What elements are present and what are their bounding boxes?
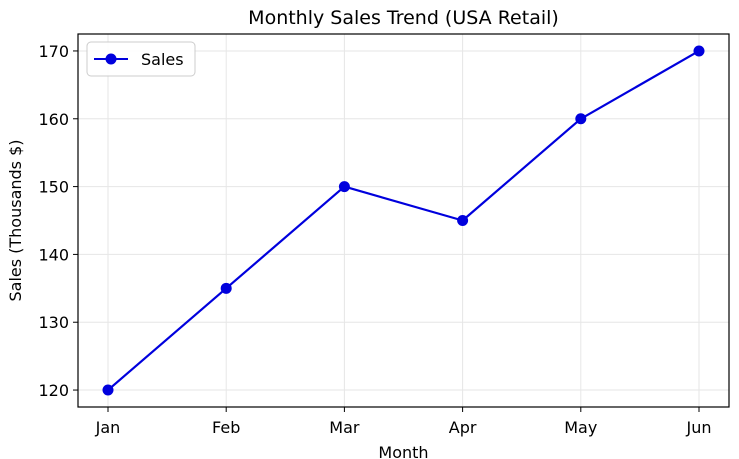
x-tick-label: Jan (95, 418, 121, 437)
y-tick-label: 130 (38, 313, 69, 332)
y-tick-label: 120 (38, 381, 69, 400)
x-axis-ticks: Jan Feb Mar Apr May Jun (95, 407, 712, 437)
legend: Sales (86, 41, 196, 77)
series-layer (102, 45, 705, 396)
data-point-marker (102, 384, 114, 396)
x-tick-label: Jun (686, 418, 712, 437)
x-tick-label: Apr (449, 418, 477, 437)
y-tick-label: 150 (38, 178, 69, 197)
series-line-sales (107, 50, 700, 391)
data-point-marker (220, 282, 232, 294)
y-tick-label: 170 (38, 42, 69, 61)
legend-marker-swatch (105, 53, 117, 65)
x-tick-label: May (564, 418, 597, 437)
x-tick-label: Mar (329, 418, 360, 437)
data-point-marker (575, 113, 587, 125)
chart-title: Monthly Sales Trend (USA Retail) (248, 7, 559, 29)
x-tick-label: Feb (212, 418, 240, 437)
x-axis-label: Month (378, 443, 428, 459)
y-axis-ticks: 120 130 140 150 160 170 (38, 42, 78, 400)
data-point-marker (693, 45, 705, 57)
plot-frame (77, 33, 730, 408)
y-tick-label: 160 (38, 110, 69, 129)
data-point-marker (338, 181, 350, 193)
y-axis-label: Sales (Thousands $) (6, 139, 25, 301)
legend-box (86, 41, 196, 77)
data-point-marker (457, 215, 469, 226)
legend-label: Sales (141, 50, 184, 69)
y-tick-label: 140 (38, 245, 69, 264)
